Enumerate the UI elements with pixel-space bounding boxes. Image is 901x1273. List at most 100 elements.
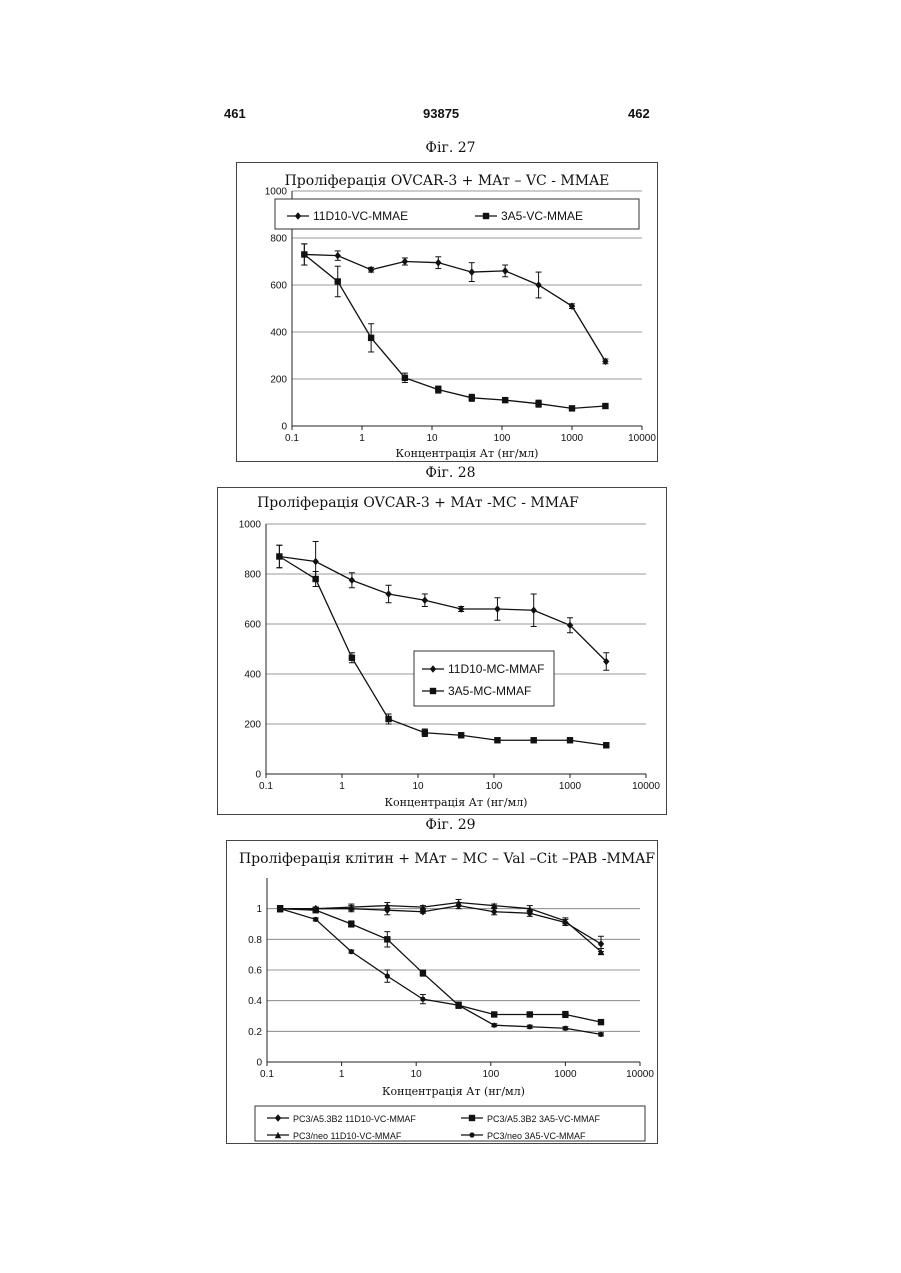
x-tick-label: 100 (494, 433, 511, 444)
data-point (313, 917, 318, 922)
data-point (301, 251, 307, 257)
figure-27-chart: Проліферація OVCAR-3 + MAт – VC - MMAE02… (236, 162, 658, 462)
data-point (531, 606, 537, 614)
series-line (280, 903, 601, 952)
legend-marker (469, 1132, 474, 1137)
series-line (280, 909, 601, 1022)
y-tick-label: 1000 (265, 187, 288, 198)
page-number-right: 462 (628, 106, 650, 121)
legend-label: PC3/A5.3B2 3A5-VC-MMAF (487, 1114, 601, 1124)
data-point (335, 278, 341, 284)
data-point (531, 737, 537, 743)
series-4 (277, 906, 604, 1037)
x-tick-label: 100 (486, 781, 503, 792)
data-point (469, 395, 475, 401)
data-point (562, 1011, 568, 1017)
legend: 11D10-MC-MMAF 3A5-MC-MMAF (414, 651, 554, 706)
series-3 (277, 899, 604, 954)
data-point (494, 737, 500, 743)
series-2 (277, 905, 604, 1025)
data-point (458, 732, 464, 738)
data-point (384, 936, 390, 942)
legend-label: 11D10-MC-MMAF (448, 662, 544, 676)
data-point (562, 918, 568, 924)
x-tick-label: 1000 (559, 781, 582, 792)
x-tick-label: 10000 (626, 1069, 654, 1080)
x-tick-label: 100 (482, 1069, 499, 1080)
data-point (348, 921, 354, 927)
x-tick-label: 10 (412, 781, 424, 792)
legend-label: 11D10-VC-MMAE (313, 209, 408, 223)
x-axis-label: Концентрація Ат (нг/мл) (396, 447, 539, 460)
series-line (304, 254, 605, 408)
chart-title: Проліферація клітин + MAт – MC – Val –Ci… (239, 851, 655, 867)
data-point (349, 949, 354, 954)
data-point (435, 259, 441, 267)
legend: PC3/A5.3B2 11D10-VC-MMAF PC3/A5.3B2 3A5-V… (255, 1106, 645, 1141)
data-point (385, 974, 390, 979)
legend-label: 3A5-MC-MMAF (448, 684, 531, 698)
figure-28-label: Фіг. 28 (0, 465, 901, 481)
data-point (491, 1011, 497, 1017)
data-point (598, 940, 604, 948)
figure-27-label: Фіг. 27 (0, 140, 901, 156)
figure-28-svg: Проліферація OVCAR-3 + MAт -MC - MMAF020… (218, 488, 666, 814)
x-tick-label: 10 (426, 433, 438, 444)
data-point (603, 742, 609, 748)
data-point (349, 655, 355, 661)
figure-29-chart: Проліферація клітин + MAт – MC – Val –Ci… (226, 840, 658, 1144)
y-tick-label: 0.4 (248, 996, 262, 1007)
legend-label: PC3/A5.3B2 11D10-VC-MMAF (293, 1114, 416, 1124)
data-point (527, 1024, 532, 1029)
data-point (335, 252, 341, 260)
legend-marker (483, 213, 489, 219)
figure-29-label: Фіг. 29 (0, 817, 901, 833)
data-point (492, 1023, 497, 1028)
y-tick-label: 800 (244, 570, 261, 581)
x-tick-label: 1 (339, 1069, 345, 1080)
data-point (368, 335, 374, 341)
data-point (276, 553, 282, 559)
chart-title: Проліферація OVCAR-3 + MAт -MC - MMAF (257, 495, 579, 511)
x-axis-label: Концентрація Ат (нг/мл) (385, 796, 528, 809)
y-tick-label: 0.6 (248, 966, 262, 977)
series-line (280, 909, 601, 1035)
data-point (422, 596, 428, 604)
data-point (563, 1026, 568, 1031)
x-axis-label: Концентрація Ат (нг/мл) (382, 1085, 525, 1098)
x-tick-label: 1 (339, 781, 345, 792)
y-tick-label: 600 (270, 281, 287, 292)
series-1 (301, 244, 608, 365)
x-tick-label: 1 (359, 433, 365, 444)
data-point (567, 737, 573, 743)
figure-28-chart: Проліферація OVCAR-3 + MAт -MC - MMAF020… (217, 487, 667, 815)
data-point (598, 1019, 604, 1025)
series-line (280, 906, 601, 944)
data-point (502, 267, 508, 275)
data-point (385, 716, 391, 722)
data-point (469, 268, 475, 276)
data-point (349, 576, 355, 584)
y-tick-label: 400 (244, 670, 261, 681)
y-tick-label: 0 (255, 770, 261, 781)
data-point (435, 386, 441, 392)
y-tick-label: 200 (270, 375, 287, 386)
data-point (385, 590, 391, 598)
y-tick-label: 0.2 (248, 1027, 262, 1038)
page-number-left: 461 (224, 106, 246, 121)
data-point (422, 730, 428, 736)
legend-marker (469, 1115, 475, 1121)
x-tick-label: 0.1 (259, 781, 273, 792)
x-tick-label: 10 (411, 1069, 423, 1080)
data-point (569, 405, 575, 411)
legend-label: PC3/neo 11D10-VC-MMAF (293, 1131, 402, 1141)
series-2 (301, 244, 608, 412)
series-2 (276, 545, 609, 748)
x-tick-label: 10000 (628, 433, 656, 444)
series-line (304, 254, 605, 361)
patent-number: 93875 (423, 106, 459, 121)
x-tick-label: 1000 (554, 1069, 577, 1080)
figure-29-svg: Проліферація клітин + MAт – MC – Val –Ci… (227, 841, 657, 1143)
data-point (502, 397, 508, 403)
legend-label: 3A5-VC-MMAE (501, 209, 583, 223)
